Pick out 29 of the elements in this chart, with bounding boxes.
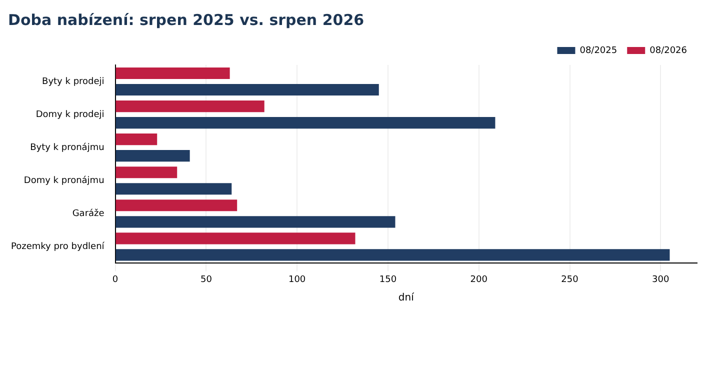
bar: [116, 200, 238, 212]
bar: [116, 183, 232, 195]
y-tick-label: Domy k pronájmu: [24, 174, 104, 186]
bar: [116, 100, 264, 112]
y-tick-label: Domy k prodeji: [36, 110, 104, 120]
bar: [116, 232, 356, 244]
x-tick-label: 200: [470, 274, 488, 285]
x-tick-label: 100: [288, 274, 306, 285]
y-tick-label: Pozemky pro bydlení: [11, 241, 105, 252]
x-axis-title: dní: [398, 292, 416, 304]
bar: [116, 150, 190, 162]
bar: [116, 67, 230, 80]
bar: [116, 216, 396, 228]
bar: [116, 249, 670, 261]
x-tick-label: 50: [200, 274, 212, 285]
y-tick-label: Byty k pronájmu: [30, 142, 104, 153]
bar: [116, 166, 178, 178]
x-tick-label: 0: [112, 274, 118, 285]
bar: [116, 134, 158, 146]
chart-title: Doba nabízení: srpen 2025 vs. srpen 2026: [8, 10, 364, 29]
bar: [116, 84, 379, 96]
y-tick-label: Byty k prodeji: [42, 76, 104, 87]
y-tick-label: Garáže: [72, 208, 105, 219]
legend-label: 08/2026: [650, 46, 688, 56]
legend-label: 08/2025: [580, 46, 618, 56]
x-tick-label: 300: [652, 274, 670, 285]
x-tick-label: 250: [561, 274, 579, 285]
x-tick-label: 150: [379, 274, 397, 285]
bar: [116, 117, 496, 129]
